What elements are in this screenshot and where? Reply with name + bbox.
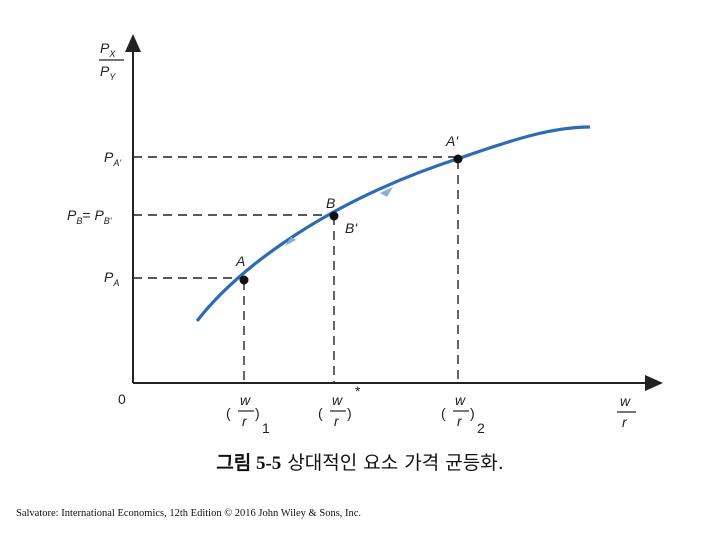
svg-text:w: w: [332, 392, 343, 408]
y-axis-title: PX PY: [99, 40, 124, 82]
figure-caption: 그림 5-5 상대적인 요소 가격 균등화.: [0, 448, 720, 475]
factor-price-curve: [195, 125, 591, 322]
figure-caption-text: 상대적인 요소 가격 균등화.: [281, 452, 504, 474]
y-tick-pb: PB= PB': [67, 207, 112, 226]
curve-arrow-left: [285, 237, 296, 246]
svg-text:r: r: [334, 413, 340, 429]
svg-text:r: r: [457, 413, 463, 429]
point-b-prime-label: B': [345, 220, 358, 236]
svg-text:(: (: [441, 405, 446, 421]
x-tick-t2: ( w r ) 2: [441, 392, 485, 436]
origin-label: 0: [118, 391, 126, 407]
x-tick-star: ( w r ) *: [318, 383, 361, 429]
svg-text:w: w: [455, 392, 466, 408]
price-equalization-diagram: A B B' A' PX PY PA' PB= PB' PA 0 ( w r )…: [67, 34, 663, 436]
svg-text:w: w: [240, 392, 251, 408]
svg-text:): ): [347, 405, 352, 421]
point-a-prime-label: A': [445, 133, 459, 149]
point-a-marker: [239, 275, 249, 285]
svg-text:PY: PY: [100, 63, 116, 82]
svg-text:r: r: [622, 414, 628, 430]
svg-text:PX: PX: [100, 40, 116, 59]
svg-text:(: (: [318, 405, 323, 421]
svg-text:r: r: [242, 413, 248, 429]
svg-text:): ): [470, 405, 475, 421]
svg-text:*: *: [355, 383, 361, 399]
point-b-marker: [329, 211, 339, 221]
curve-arrow-right: [380, 187, 393, 197]
svg-text:): ): [255, 405, 260, 421]
y-tick-pa: PA: [104, 269, 119, 288]
svg-text:(: (: [226, 405, 231, 421]
point-b-label: B: [326, 195, 335, 211]
x-axis-title: w r: [617, 393, 636, 430]
y-tick-pa-prime: PA': [104, 149, 121, 168]
svg-text:2: 2: [477, 420, 485, 436]
point-a-prime-marker: [453, 154, 463, 164]
figure-number: 그림 5-5: [216, 453, 282, 474]
svg-text:w: w: [620, 393, 631, 409]
svg-text:1: 1: [262, 420, 270, 436]
x-tick-t1: ( w r ) 1: [226, 392, 270, 436]
source-footer: Salvatore: International Economics, 12th…: [16, 508, 362, 519]
dashed-guides: [133, 156, 459, 383]
point-a-label: A: [235, 253, 245, 269]
